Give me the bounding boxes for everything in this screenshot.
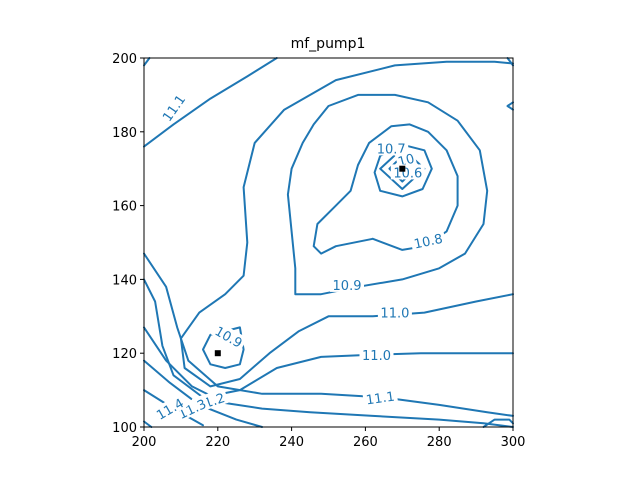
x-tick-label: 240 bbox=[279, 435, 304, 450]
contour-label-group: 10.9 bbox=[210, 321, 248, 352]
contour-label-group: 10.8 bbox=[409, 229, 447, 253]
contour-line-5-0 bbox=[179, 60, 514, 388]
y-tick-label: 120 bbox=[112, 347, 137, 362]
contour-line-11-3 bbox=[482, 418, 514, 428]
contour-line-11-1 bbox=[506, 57, 514, 67]
contour-label: 11.1 bbox=[365, 390, 396, 409]
contour-line-6-0 bbox=[143, 278, 514, 399]
contour-label-background bbox=[157, 89, 189, 126]
x-tick-label: 220 bbox=[205, 435, 230, 450]
contour-label-group: 11.1 bbox=[157, 89, 189, 126]
contour-line-4-1 bbox=[202, 326, 245, 369]
contour-label-group: 10.9 bbox=[330, 276, 364, 294]
contour-label: 10.6 bbox=[393, 166, 422, 181]
x-tick-label: 200 bbox=[132, 435, 157, 450]
contour-line-8-0 bbox=[143, 326, 514, 428]
contour-label-background bbox=[210, 321, 248, 352]
contour-label-group: 10.6 bbox=[390, 164, 425, 181]
y-tick-label: 200 bbox=[112, 52, 137, 67]
contour-line-11-2 bbox=[506, 101, 514, 111]
minima-markers bbox=[214, 165, 406, 357]
y-tick-label: 140 bbox=[112, 273, 137, 288]
minimum-marker bbox=[214, 350, 221, 357]
contour-label-group: 11.0 bbox=[359, 347, 394, 364]
contour-label-background bbox=[173, 394, 211, 423]
contour-label-background bbox=[330, 276, 364, 292]
contour-label-group: 11.1 bbox=[362, 387, 399, 409]
x-tick-label: 260 bbox=[353, 435, 378, 450]
plot-frame bbox=[143, 57, 514, 428]
x-tick-label: 280 bbox=[427, 435, 452, 450]
contour-label: 11.0 bbox=[380, 307, 409, 322]
y-axis: 100 120 140 160 180 200 bbox=[112, 52, 144, 436]
y-tick-label: 180 bbox=[112, 126, 137, 141]
contour-label-group: 11.0 bbox=[377, 304, 412, 322]
contour-label-background bbox=[359, 347, 394, 362]
contour-label-background bbox=[362, 387, 399, 407]
contour-line-3-0 bbox=[312, 123, 459, 255]
contour-label: 10.9 bbox=[333, 279, 362, 294]
contour-lines bbox=[143, 57, 514, 428]
contour-label: 11.0 bbox=[362, 349, 391, 364]
contour-label-background bbox=[374, 140, 409, 156]
contour-line-7-1 bbox=[143, 57, 278, 148]
x-tick-label: 300 bbox=[501, 435, 526, 450]
contour-label-background bbox=[151, 393, 189, 424]
contour-label: 10.8 bbox=[413, 232, 444, 253]
contour-line-11-4 bbox=[143, 420, 153, 428]
y-tick-label: 160 bbox=[112, 200, 137, 215]
minimum-marker bbox=[399, 165, 406, 172]
y-tick-label: 100 bbox=[112, 421, 137, 436]
contour-label-background bbox=[409, 229, 447, 252]
contour-line-11-0 bbox=[143, 57, 151, 67]
contour-label-background bbox=[377, 304, 412, 320]
contour-label-background bbox=[394, 149, 417, 169]
contour-line-7-0 bbox=[143, 252, 514, 417]
chart-title: mf_pump1 bbox=[291, 36, 366, 52]
contour-line-4-0 bbox=[286, 93, 489, 296]
x-axis: 200 220 240 260 280 300 bbox=[132, 427, 526, 450]
